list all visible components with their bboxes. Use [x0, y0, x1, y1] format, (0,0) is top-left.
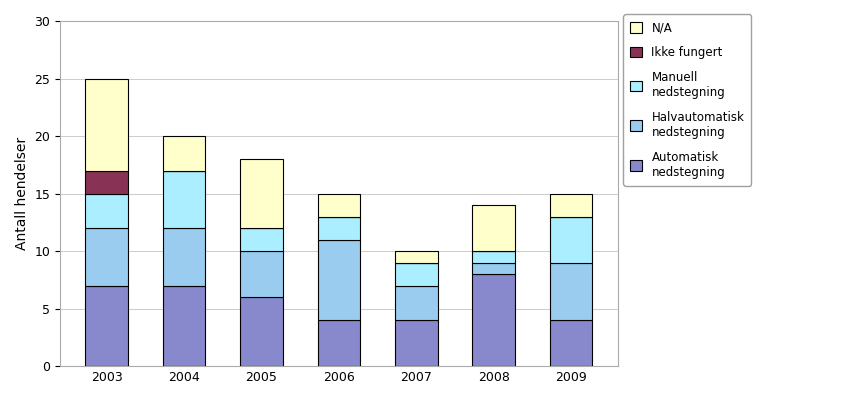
Bar [85, 194, 128, 228]
Bar [550, 320, 592, 366]
Bar [317, 240, 360, 320]
Bar [162, 171, 206, 228]
Bar [395, 286, 437, 320]
Bar [317, 320, 360, 366]
Bar [472, 274, 515, 366]
Bar [240, 228, 283, 251]
Bar [85, 79, 128, 171]
Bar [395, 251, 437, 263]
Bar [162, 286, 206, 366]
Bar [240, 297, 283, 366]
Bar [550, 217, 592, 263]
Bar [162, 228, 206, 286]
Bar [85, 286, 128, 366]
Bar [240, 159, 283, 228]
Bar [85, 171, 128, 194]
Legend: N/A, Ikke fungert, Manuell
nedstegning, Halvautomatisk
nedstegning, Automatisk
n: N/A, Ikke fungert, Manuell nedstegning, … [624, 14, 751, 186]
Bar [395, 320, 437, 366]
Bar [317, 194, 360, 217]
Bar [550, 194, 592, 217]
Bar [472, 251, 515, 263]
Bar [162, 136, 206, 171]
Bar [472, 205, 515, 251]
Bar [240, 251, 283, 297]
Y-axis label: Antall hendelser: Antall hendelser [15, 137, 29, 250]
Bar [472, 263, 515, 274]
Bar [395, 263, 437, 286]
Bar [85, 228, 128, 286]
Bar [550, 263, 592, 320]
Bar [317, 217, 360, 240]
